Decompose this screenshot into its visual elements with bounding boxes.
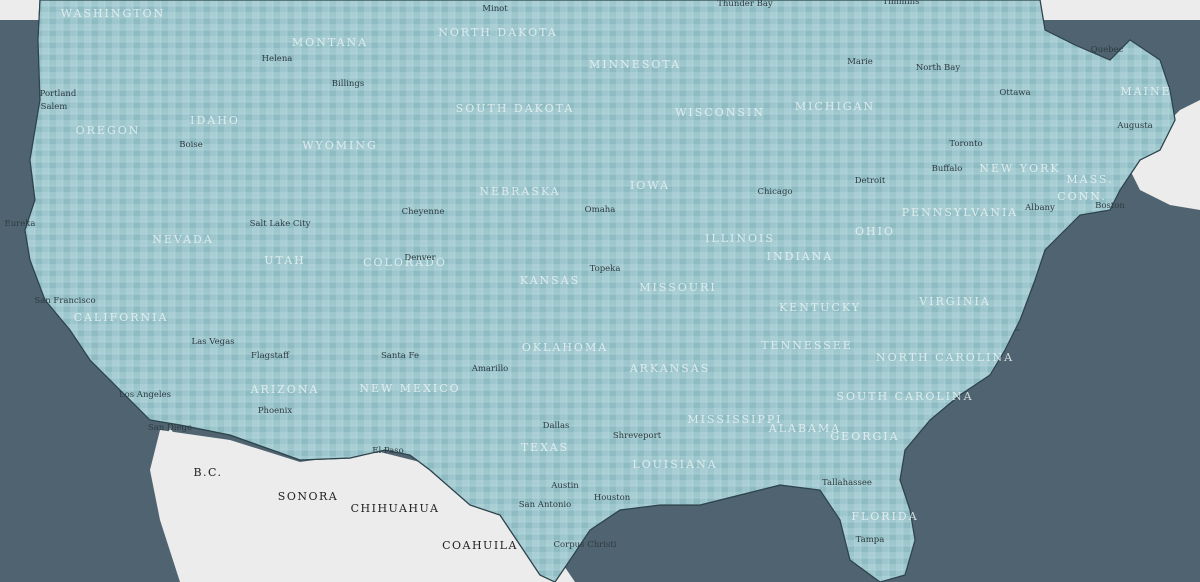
baja-california	[162, 428, 250, 582]
mexico-landmass	[150, 430, 575, 582]
